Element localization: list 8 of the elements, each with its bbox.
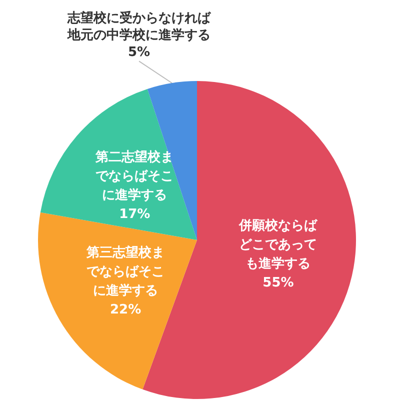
data-label: 22% — [110, 302, 142, 318]
slice-label: 併願校ならばどこであっても進学する — [238, 217, 318, 272]
data-label: 55% — [262, 275, 294, 290]
data-label: 17% — [119, 206, 150, 222]
data-label: 5% — [128, 45, 150, 60]
slice-label: 第二志望校までならばそこに進学する — [94, 148, 174, 203]
slice-label: 第三志望校までならばそこに進学する — [86, 244, 165, 298]
slice-label: 志望校に受からなければ地元の中学校に進学する — [66, 10, 212, 44]
